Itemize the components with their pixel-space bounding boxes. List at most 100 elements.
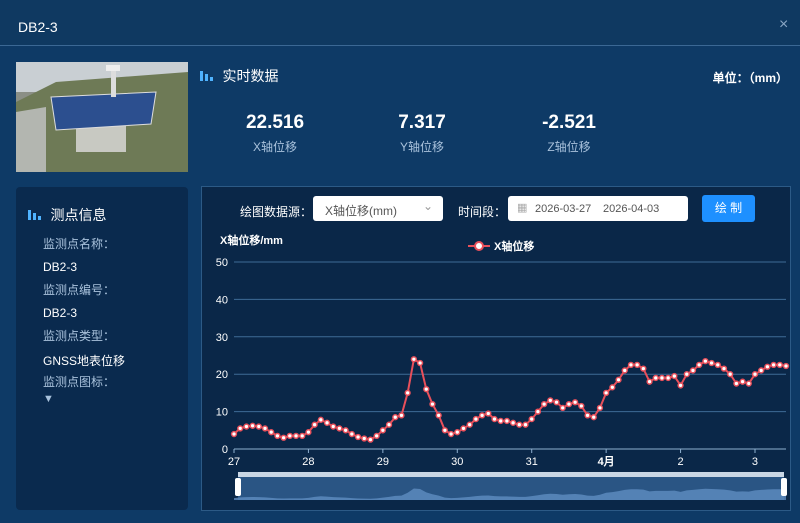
field-value: GNSS地表位移 <box>43 354 126 368</box>
point <box>268 429 275 436</box>
point <box>230 430 238 438</box>
realtime-value: 22.516 <box>245 112 305 133</box>
point <box>590 414 597 421</box>
point <box>553 399 560 406</box>
realtime-value: -2.521 <box>542 112 596 133</box>
point <box>416 359 424 367</box>
point <box>361 435 368 442</box>
date-range[interactable]: ▦ 2026-03-27 2026-04-03 <box>508 196 688 221</box>
field-label: 监测点类型： <box>43 329 116 343</box>
point <box>578 402 585 410</box>
zoom-handle[interactable] <box>781 478 787 496</box>
site-photo <box>16 62 188 172</box>
point <box>696 361 703 369</box>
source-label: 绘图数据源： <box>240 205 313 219</box>
chart-panel <box>201 186 791 511</box>
point <box>627 361 635 369</box>
realtime-header: 实时数据 <box>200 66 278 86</box>
x-tick-label: 3 <box>752 456 758 468</box>
point <box>528 415 535 423</box>
point <box>770 361 777 369</box>
point <box>472 415 480 423</box>
point <box>596 404 604 412</box>
point <box>571 399 579 406</box>
unit-label: 单位：（mm） <box>712 71 788 85</box>
point <box>392 414 399 421</box>
point <box>733 380 740 387</box>
point <box>299 432 306 440</box>
y-tick-label: 40 <box>216 294 228 306</box>
point <box>342 427 349 434</box>
draw-button[interactable]: 绘 制 <box>702 195 755 222</box>
point <box>677 382 684 389</box>
point <box>509 419 517 426</box>
realtime-label: Y轴位移 <box>399 140 444 154</box>
point <box>478 412 486 419</box>
point <box>714 361 721 369</box>
point <box>460 425 467 432</box>
point <box>689 367 697 374</box>
point <box>776 361 783 369</box>
legend-marker <box>474 241 484 251</box>
point <box>447 430 455 438</box>
point <box>441 427 449 434</box>
point <box>559 404 566 412</box>
point <box>237 425 244 432</box>
point <box>720 365 728 372</box>
point <box>584 412 591 419</box>
point <box>379 427 387 434</box>
point <box>280 434 287 441</box>
x-tick-label: 28 <box>302 456 314 468</box>
realtime-value: 7.317 <box>398 112 446 133</box>
calendar-icon: ▦ <box>517 202 528 214</box>
point <box>621 367 628 374</box>
field-value: DB2-3 <box>43 306 78 320</box>
end-date: 2026-04-03 <box>603 203 660 215</box>
zoom-handle[interactable] <box>235 478 241 496</box>
point <box>503 417 511 425</box>
point <box>751 371 759 378</box>
point <box>286 432 293 440</box>
point <box>323 419 331 426</box>
point <box>683 371 690 378</box>
source-select[interactable]: X轴位移(mm) ⌄ <box>313 196 443 221</box>
point <box>336 425 343 432</box>
x-tick-label: 27 <box>228 456 240 468</box>
point <box>652 374 659 382</box>
point <box>373 432 380 440</box>
point <box>602 389 610 397</box>
point <box>764 363 771 370</box>
close-button[interactable]: × <box>779 16 789 33</box>
legend-label: X轴位移 <box>494 239 534 253</box>
y-tick-label: 30 <box>216 332 228 344</box>
zoom-area <box>234 488 786 500</box>
icon <box>28 210 41 220</box>
chevron: ⌄ <box>422 199 433 213</box>
point <box>491 415 498 423</box>
point <box>758 367 765 374</box>
point <box>429 400 436 408</box>
icon <box>200 71 213 81</box>
point <box>404 389 411 397</box>
x-tick-label: 30 <box>451 456 463 468</box>
point <box>261 425 269 432</box>
info-panel <box>16 187 188 510</box>
zoom-bar <box>238 472 784 477</box>
point <box>466 421 473 428</box>
start-date: 2026-03-27 <box>535 203 592 215</box>
field-label: 监测点名称： <box>43 237 116 251</box>
point <box>485 410 492 417</box>
point <box>243 423 250 430</box>
point <box>646 378 653 385</box>
y-tick-label: 20 <box>216 369 228 381</box>
point <box>615 376 622 383</box>
point <box>547 397 554 404</box>
point <box>330 423 337 430</box>
point <box>708 359 715 367</box>
realtime-label: Z轴位移 <box>547 140 591 154</box>
select-value: X轴位移(mm) <box>325 204 397 218</box>
period-label: 时间段： <box>458 205 507 219</box>
x-tick-label: 31 <box>526 456 538 468</box>
point <box>423 386 430 393</box>
